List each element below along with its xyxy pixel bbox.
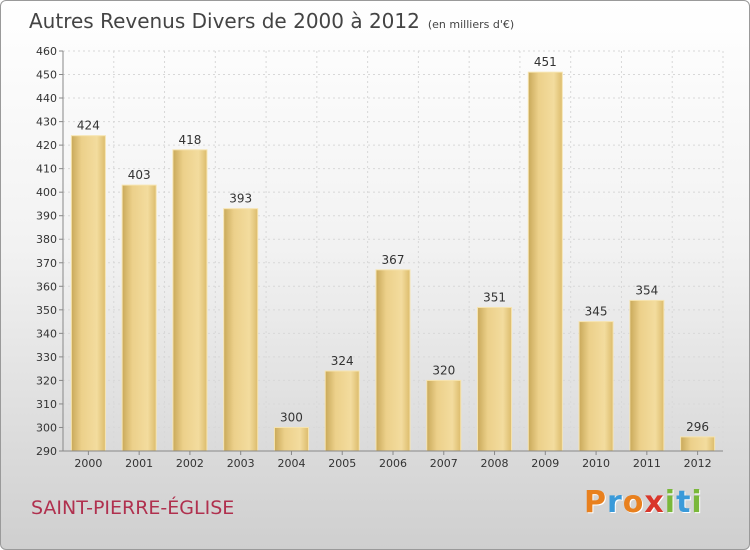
- chart-title-text: Autres Revenus Divers de 2000 à 2012: [29, 9, 420, 33]
- value-label-2005: 324: [331, 354, 354, 368]
- value-label-2006: 367: [382, 253, 405, 267]
- y-tick-label: 290: [36, 445, 57, 458]
- bar-2007: [426, 379, 462, 452]
- y-tick-label: 330: [36, 351, 57, 364]
- proxiti-logo: Proxiti: [584, 485, 703, 520]
- value-label-2004: 300: [280, 410, 303, 424]
- value-label-2012: 296: [686, 420, 709, 434]
- value-label-2011: 354: [635, 283, 658, 297]
- x-tick-label-2003: 2003: [227, 457, 255, 470]
- x-tick-label-2005: 2005: [328, 457, 356, 470]
- value-labels: 424 403 418 393 300 324 367 320 351 451 345 354 296: [77, 55, 709, 434]
- bar-2002: [172, 149, 208, 452]
- bar-2012: [680, 436, 716, 452]
- chart-title: Autres Revenus Divers de 2000 à 2012 (en …: [29, 9, 514, 33]
- bars: [70, 71, 716, 452]
- x-tick-label-2008: 2008: [481, 457, 509, 470]
- y-tick-label: 320: [36, 374, 57, 387]
- bar-2010: [578, 321, 614, 452]
- logo-letter: P: [584, 485, 607, 520]
- town-name: SAINT-PIERRE-ÉGLISE: [31, 497, 235, 519]
- bar-2011: [629, 299, 665, 452]
- y-tick-label: 420: [36, 139, 57, 152]
- x-tick-label-2009: 2009: [531, 457, 559, 470]
- y-tick-label: 460: [36, 45, 57, 58]
- bar-2001: [121, 184, 157, 452]
- value-label-2007: 320: [432, 363, 455, 377]
- logo-letter: i: [691, 485, 703, 520]
- x-tick-label-2010: 2010: [582, 457, 610, 470]
- logo-letter: o: [622, 485, 645, 520]
- x-tick-label-2001: 2001: [125, 457, 153, 470]
- logo-letter: x: [644, 485, 665, 520]
- x-tick-label-2004: 2004: [277, 457, 305, 470]
- y-tick-label: 350: [36, 304, 57, 317]
- x-tick-label-2011: 2011: [633, 457, 661, 470]
- value-label-2008: 351: [483, 290, 506, 304]
- logo-letter: r: [607, 485, 623, 520]
- bar-2009: [527, 71, 563, 452]
- y-tick-label: 360: [36, 280, 57, 293]
- bar-2008: [477, 306, 513, 452]
- logo-letter: t: [676, 485, 692, 520]
- bar-2003: [223, 208, 259, 452]
- bar-2006: [375, 269, 411, 452]
- x-tick-label-2000: 2000: [74, 457, 102, 470]
- x-tick-label-2006: 2006: [379, 457, 407, 470]
- value-label-2002: 418: [178, 133, 201, 147]
- bar-2005: [324, 370, 360, 452]
- value-label-2009: 451: [534, 55, 557, 69]
- y-tick-label: 430: [36, 116, 57, 129]
- axis-ticks: 290 300 310 320 330 340 350 360 370 380 390 400 410 4…: [36, 45, 723, 470]
- logo-letter: i: [664, 485, 677, 520]
- y-tick-label: 440: [36, 92, 57, 105]
- y-tick-label: 310: [36, 398, 57, 411]
- y-tick-label: 400: [36, 186, 57, 199]
- value-label-2010: 345: [585, 305, 608, 319]
- y-tick-label: 410: [36, 163, 57, 176]
- y-tick-label: 300: [36, 421, 57, 434]
- value-label-2003: 393: [229, 192, 252, 206]
- value-label-2000: 424: [77, 119, 100, 133]
- value-label-2001: 403: [128, 168, 151, 182]
- bar-2004: [273, 426, 309, 452]
- y-tick-label: 340: [36, 327, 57, 340]
- y-tick-label: 390: [36, 210, 57, 223]
- bar-2000: [70, 135, 106, 452]
- x-tick-label-2007: 2007: [430, 457, 458, 470]
- y-tick-label: 450: [36, 69, 57, 82]
- x-tick-label-2012: 2012: [684, 457, 712, 470]
- y-tick-label: 380: [36, 233, 57, 246]
- chart-subtitle: (en milliers d'€): [427, 18, 515, 31]
- x-tick-label-2002: 2002: [176, 457, 204, 470]
- y-tick-label: 370: [36, 257, 57, 270]
